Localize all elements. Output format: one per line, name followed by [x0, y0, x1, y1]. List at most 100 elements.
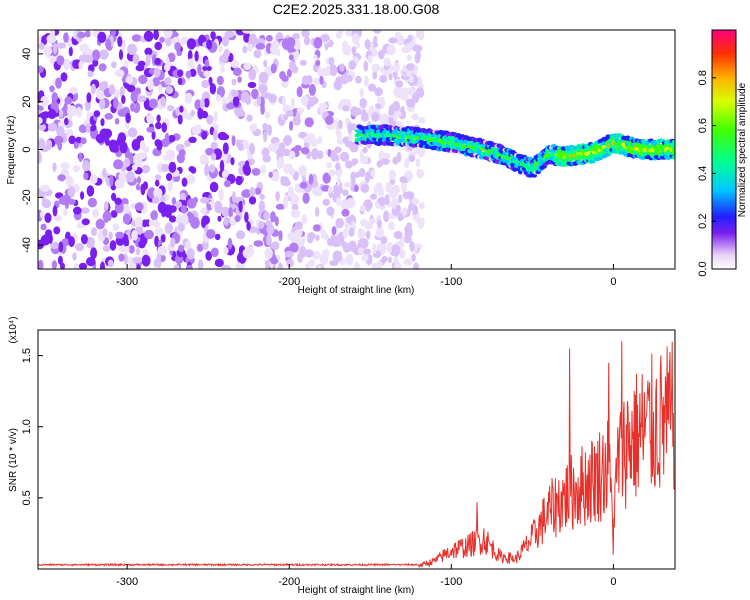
spectrogram-noise-cell — [227, 237, 233, 250]
spectrogram-noise-cell — [246, 221, 251, 231]
spectrogram-noise-cell — [137, 95, 147, 103]
spectrogram-noise-cell — [408, 227, 413, 238]
spectrogram-noise-cell — [108, 84, 115, 95]
spectrogram-noise-cell — [281, 75, 289, 82]
spectrogram-noise-cell — [40, 211, 45, 219]
spectrogram-noise-cell — [64, 96, 73, 105]
spectrogram-noise-cell — [399, 249, 406, 260]
spectrogram-noise-cell — [154, 57, 161, 66]
spectrogram-noise-cell — [206, 114, 214, 125]
spectrogram-noise-cell — [86, 185, 95, 197]
spectrogram-noise-cell — [392, 156, 399, 165]
spectrogram-noise-cell — [88, 64, 95, 73]
spectrogram-noise-cell — [359, 98, 367, 109]
spectrogram-noise-cell — [197, 63, 202, 76]
spectrogram-noise-cell — [267, 124, 273, 136]
spectrogram-noise-cell — [68, 236, 75, 248]
spectrogram-noise-cell — [345, 160, 353, 169]
spectrogram-noise-cell — [160, 195, 166, 203]
spectrogram-noise-cell — [111, 61, 117, 69]
spectrogram-noise-cell — [99, 49, 109, 60]
spectrogram-noise-cell — [274, 216, 279, 227]
spectrogram-noise-cell — [388, 221, 396, 231]
spectrogram-noise-cell — [235, 206, 240, 217]
spectrogram-noise-cell — [326, 237, 335, 247]
spectrogram-noise-cell — [241, 189, 250, 198]
spectrogram-noise-cell — [179, 192, 186, 201]
spectrogram-noise-cell — [383, 57, 391, 67]
spectrogram-noise-cell — [127, 127, 138, 138]
spectrogram-noise-cell — [75, 243, 84, 252]
spectrogram-noise-cell — [200, 196, 209, 204]
spectrogram-noise-cell — [405, 191, 415, 200]
spectrogram-noise-cell — [393, 256, 399, 265]
spectrogram-noise-cell — [49, 85, 55, 93]
spectrogram-noise-cell — [336, 131, 343, 139]
spectrogram-noise-cell — [86, 123, 91, 134]
spectrogram-noise-cell — [284, 250, 294, 258]
spectrogram-noise-cell — [357, 247, 364, 254]
spectrogram-noise-cell — [242, 45, 248, 54]
spectrogram-noise-cell — [289, 242, 299, 253]
spectrogram-noise-cell — [379, 74, 388, 83]
spectrogram-noise-cell — [295, 111, 301, 120]
y-tick-label: 1.5 — [21, 348, 33, 363]
spectrogram-noise-cell — [406, 54, 412, 61]
spectrogram-noise-cell — [176, 50, 182, 57]
spectrogram-noise-cell — [206, 203, 211, 211]
spectrogram-noise-cell — [113, 159, 124, 170]
spectrogram-noise-cell — [378, 49, 385, 60]
spectrogram-noise-cell — [185, 70, 192, 79]
spectrogram-noise-cell — [413, 146, 419, 155]
spectrogram-noise-cell — [302, 192, 310, 204]
spectrogram-noise-cell — [270, 63, 277, 74]
spectrogram-noise-cell — [263, 211, 270, 221]
spectrogram-noise-cell — [417, 146, 426, 158]
spectrogram-noise-cell — [168, 161, 177, 173]
spectrogram-noise-cell — [155, 121, 162, 130]
spectrogram-noise-cell — [254, 187, 262, 195]
spectrogram-noise-cell — [154, 227, 165, 236]
spectrogram-noise-cell — [136, 264, 141, 269]
x-tick-label: 0 — [610, 276, 616, 288]
spectrogram-noise-cell — [124, 245, 130, 253]
spectrogram-noise-cell — [114, 197, 122, 205]
spectrogram-noise-cell — [77, 31, 86, 39]
spectrogram-noise-cell — [415, 158, 421, 168]
spectrogram-noise-cell — [237, 110, 246, 117]
spectrogram-noise-cell — [152, 196, 160, 204]
spectrogram-noise-cell — [56, 126, 65, 138]
spectrogram-noise-cell — [40, 184, 50, 192]
spectrogram-noise-cell — [194, 50, 199, 62]
spectrogram-noise-cell — [66, 105, 77, 117]
spectrogram-noise-cell — [141, 164, 151, 174]
spectrogram-noise-cell — [361, 253, 369, 262]
spectrogram-noise-cell — [165, 85, 174, 95]
spectrogram-noise-cell — [204, 164, 210, 177]
spectrogram-noise-cell — [102, 245, 111, 252]
spectrogram-noise-cell — [87, 70, 94, 78]
spectrogram-noise-cell — [237, 142, 244, 152]
spectrogram-noise-cell — [61, 194, 72, 205]
spectrogram-noise-cell — [97, 31, 107, 43]
spectrogram-noise-cell — [58, 241, 64, 253]
spectrogram-noise-cell — [53, 42, 58, 55]
spectrogram-noise-cell — [283, 134, 293, 146]
spectrogram-noise-cell — [177, 69, 184, 77]
spectrogram-noise-cell — [299, 59, 307, 66]
spectrogram-noise-cell — [359, 88, 365, 98]
spectrogram-noise-cell — [73, 206, 82, 215]
spectrogram-noise-cell — [125, 76, 134, 84]
spectrogram-noise-cell — [404, 157, 410, 169]
spectrogram-noise-cell — [305, 262, 311, 269]
snr-y-axis-title: SNR (10 * v/v) — [8, 428, 19, 492]
spectrogram-noise-cell — [403, 258, 413, 266]
spectrogram-noise-cell — [379, 113, 389, 125]
spectrogram-noise-cell — [324, 41, 329, 51]
spectrogram-noise-cell — [168, 134, 176, 143]
spectrogram-noise-cell — [230, 60, 240, 69]
spectrogram-noise-cell — [415, 30, 420, 39]
spectrogram-noise-cell — [286, 258, 294, 268]
spectrogram-noise-cell — [307, 236, 314, 244]
